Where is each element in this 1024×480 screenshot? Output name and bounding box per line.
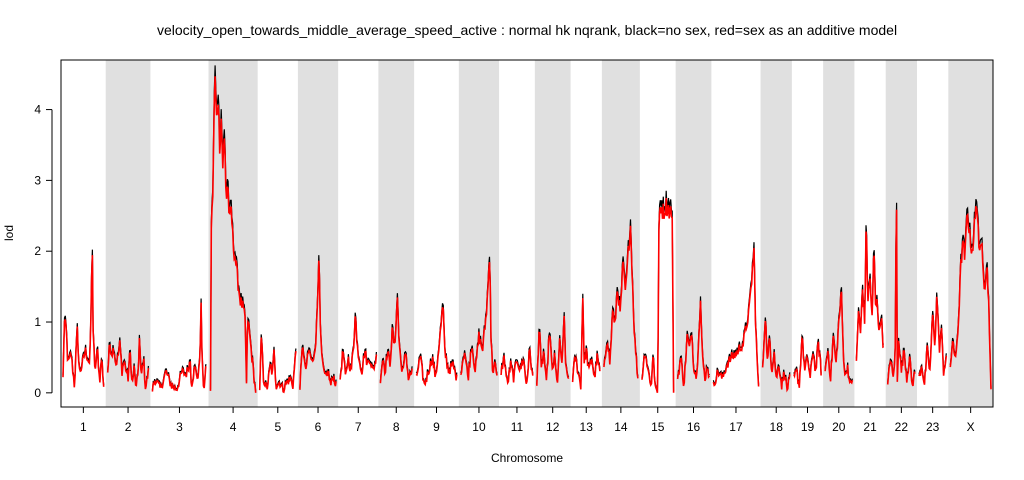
x-tick-label-10: 10	[472, 420, 486, 434]
x-tick-label-18: 18	[770, 420, 784, 434]
x-tick-label-11: 11	[511, 420, 524, 434]
chromosome-band-14	[601, 60, 640, 407]
lod-line-sex-chr-6	[299, 260, 337, 390]
x-tick-label-7: 7	[355, 420, 362, 434]
lod-line-sex-chr-X	[949, 205, 992, 390]
x-tick-label-14: 14	[614, 420, 628, 434]
x-tick-label-12: 12	[546, 420, 560, 434]
lod-line-sex-chr-11	[500, 347, 534, 386]
lod-line-sex-chr-2	[106, 337, 150, 390]
chromosome-band-6	[297, 60, 339, 407]
lod-line-sex-chr-16	[676, 300, 711, 387]
lod-line-sex-chr-4	[209, 76, 257, 393]
plot-frame	[60, 59, 994, 408]
x-tick-label-16: 16	[687, 420, 701, 434]
lod-line-sex-chr-19	[793, 336, 822, 388]
x-tick-label-17: 17	[729, 420, 743, 434]
x-axis-label: Chromosome	[491, 451, 563, 465]
chart-title: velocity_open_towards_middle_average_spe…	[157, 22, 897, 38]
x-tick-label-9: 9	[433, 420, 440, 434]
y-tick-label-0: 0	[34, 386, 41, 400]
lod-line-sex-chr-23	[918, 296, 948, 385]
x-tick-label-6: 6	[315, 420, 322, 434]
lod-line-sex-chr-5	[258, 337, 297, 394]
lod-line-sex-chr-15	[641, 197, 675, 393]
y-axis-label: lod	[2, 225, 16, 241]
x-tick-label-22: 22	[895, 420, 909, 434]
lod-line-sex-chr-21	[855, 231, 885, 361]
lod-line-sex-chr-14	[603, 225, 639, 379]
lod-line-sex-chr-8	[379, 297, 413, 384]
y-tick-label-3: 3	[34, 173, 41, 187]
x-tick-label-2: 2	[125, 420, 132, 434]
lod-line-nosex-chr-17	[712, 242, 760, 385]
x-tick-label-5: 5	[274, 420, 281, 434]
lod-line-sex-chr-13	[571, 298, 601, 390]
x-tick-label-13: 13	[580, 420, 594, 434]
x-tick-label-4: 4	[230, 420, 237, 434]
lod-lines	[62, 65, 992, 394]
x-tick-label-20: 20	[832, 420, 846, 434]
x-tick-label-21: 21	[863, 420, 877, 434]
lod-line-sex-chr-10	[460, 262, 498, 381]
chromosome-band-18	[760, 60, 792, 407]
lod-line-sex-chr-17	[712, 247, 760, 387]
lod-line-sex-chr-22	[886, 209, 916, 387]
lod-line-nosex-chr-1	[62, 249, 105, 386]
lod-line-sex-chr-7	[339, 316, 378, 380]
lod-line-sex-chr-18	[761, 320, 791, 393]
x-tick-label-1: 1	[80, 420, 87, 434]
chromosome-band-8	[378, 60, 415, 407]
x-tick-label-X: X	[967, 420, 975, 434]
y-tick-label-2: 2	[34, 244, 41, 258]
chromosome-band-16	[675, 60, 712, 407]
y-axis: 0 1 2 3 4	[34, 103, 53, 400]
lod-line-sex-chr-3	[151, 302, 207, 392]
lod-line-sex-chr-12	[536, 315, 570, 386]
chromosome-bands	[105, 60, 993, 407]
x-tick-label-3: 3	[176, 420, 183, 434]
x-axis: 1 2 3 4 5 6 7 8 9 10 11 12 13 14 15 16 17 18 19 20 21 22 23 X	[80, 407, 975, 434]
lod-line-sex-chr-20	[824, 291, 854, 385]
chromosome-band-22	[885, 60, 918, 407]
x-tick-label-8: 8	[393, 420, 400, 434]
x-tick-label-15: 15	[651, 420, 665, 434]
y-tick-label-4: 4	[34, 103, 41, 117]
lod-line-sex-chr-9	[415, 307, 458, 387]
y-tick-label-1: 1	[34, 315, 41, 329]
lod-line-sex-chr-1	[62, 255, 105, 388]
x-tick-label-23: 23	[926, 420, 940, 434]
x-tick-label-19: 19	[801, 420, 815, 434]
